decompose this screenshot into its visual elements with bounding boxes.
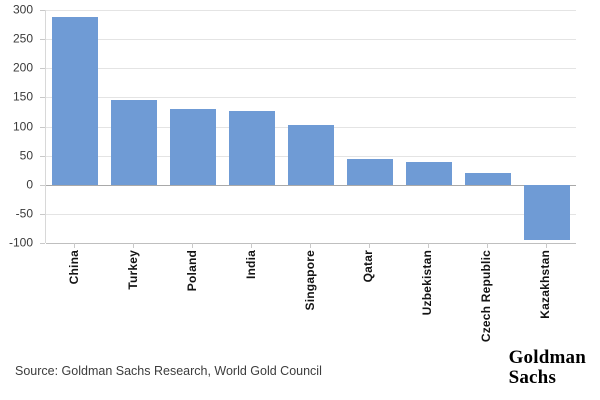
y-tick-label: -100	[8, 235, 33, 250]
x-tick	[133, 243, 135, 248]
goldman-sachs-logo: Goldman Sachs	[509, 348, 586, 387]
y-tick	[40, 213, 45, 215]
y-tick-label: 0	[26, 177, 33, 192]
x-tick	[368, 243, 370, 248]
y-tick	[40, 155, 45, 157]
x-tick	[74, 243, 76, 248]
x-tick-label: Czech Republic	[479, 250, 494, 343]
gridline	[46, 10, 576, 11]
y-axis: 300 250 200 150 100 50 0 -50 -100	[0, 2, 37, 249]
y-tick	[40, 10, 45, 11]
gridline	[46, 243, 576, 244]
x-tick	[192, 243, 194, 248]
plot-area	[40, 10, 576, 244]
x-tick	[251, 243, 253, 248]
bar-india	[229, 111, 276, 185]
y-tick-label: 50	[19, 148, 33, 163]
x-tick-label: Poland	[184, 250, 199, 292]
x-tick-label: Uzbekistan	[420, 250, 435, 316]
y-tick	[40, 243, 45, 244]
bar-poland	[170, 109, 217, 185]
source-note: Source: Goldman Sachs Research, World Go…	[15, 364, 322, 378]
x-tick	[427, 243, 429, 248]
x-tick-label: Qatar	[361, 250, 376, 283]
bar-czech-republic	[464, 173, 511, 185]
x-tick-label: Kazakhstan	[538, 250, 553, 319]
gridline	[46, 68, 576, 70]
x-tick-label: Turkey	[125, 250, 140, 290]
x-tick-label: Singapore	[302, 250, 317, 311]
bar-qatar	[346, 159, 393, 185]
x-tick-label: India	[243, 250, 258, 280]
bar-china	[52, 16, 99, 185]
y-tick-label: 150	[12, 89, 33, 104]
y-tick-label: 200	[12, 60, 33, 75]
gridline	[46, 39, 576, 41]
x-tick-label: China	[66, 250, 81, 285]
bar-singapore	[288, 125, 334, 185]
y-tick	[40, 68, 45, 70]
x-tick	[486, 243, 488, 248]
gridline	[46, 97, 576, 99]
bar-uzbekistan	[405, 162, 452, 185]
y-tick	[40, 97, 45, 99]
logo-line-1: Goldman	[508, 347, 586, 368]
x-tick	[310, 243, 311, 248]
x-axis: China Turkey Poland India Singapore Qatar Uzbe…	[45, 243, 575, 343]
y-tick-label: 250	[12, 31, 33, 46]
bar-turkey	[111, 100, 158, 185]
x-tick	[545, 243, 547, 248]
gridline	[46, 213, 576, 215]
zero-line	[46, 184, 576, 186]
y-tick-label: 100	[12, 118, 33, 133]
logo-line-2: Sachs	[508, 366, 557, 388]
y-tick-label: 300	[12, 2, 33, 17]
y-tick	[40, 126, 45, 128]
y-tick-label: -50	[15, 206, 33, 221]
bar-kazakhstan	[523, 184, 570, 240]
y-tick	[40, 39, 45, 41]
y-tick	[40, 184, 45, 186]
